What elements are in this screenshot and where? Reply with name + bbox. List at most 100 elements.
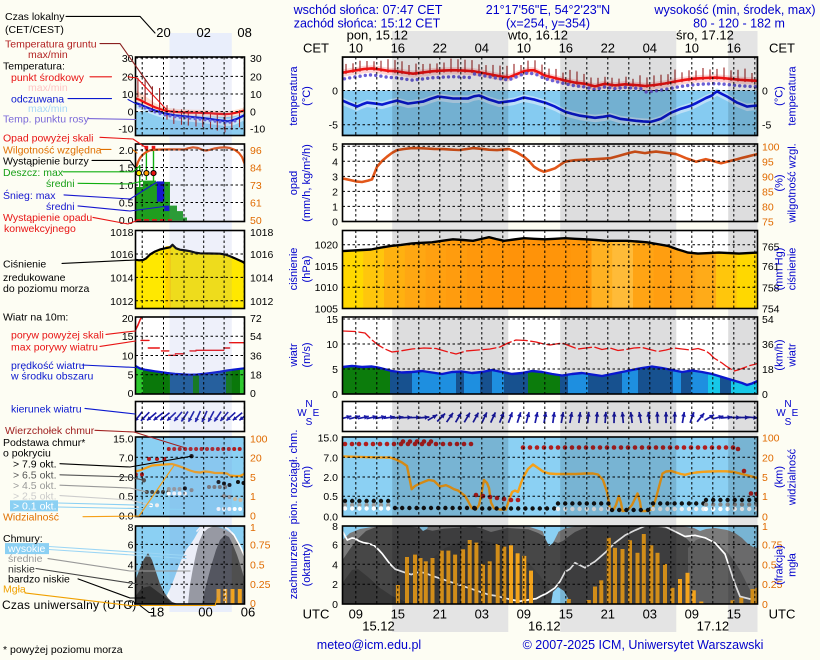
svg-text:0: 0 xyxy=(332,217,338,229)
svg-text:2.0: 2.0 xyxy=(119,472,134,484)
svg-text:wschód słońca: 07:47 CET: wschód słońca: 07:47 CET xyxy=(293,3,443,17)
svg-text:15: 15 xyxy=(122,331,134,343)
svg-text:10: 10 xyxy=(250,89,262,101)
svg-text:(°C): (°C) xyxy=(301,86,313,106)
svg-text:ciśnienie: ciśnienie xyxy=(787,248,799,291)
svg-text:61: 61 xyxy=(250,198,262,210)
svg-text:3: 3 xyxy=(332,171,338,183)
svg-text:73: 73 xyxy=(250,180,262,192)
svg-text:1016: 1016 xyxy=(110,249,134,261)
svg-text:Temperatura gruntu: Temperatura gruntu xyxy=(5,39,97,51)
svg-text:100: 100 xyxy=(762,433,780,445)
svg-text:w środku obszaru: w środku obszaru xyxy=(10,370,93,382)
svg-text:ciśnienie: ciśnienie xyxy=(288,248,300,291)
svg-text:0: 0 xyxy=(250,107,256,119)
svg-text:761: 761 xyxy=(762,261,780,273)
svg-text:meteo@icm.edu.pl: meteo@icm.edu.pl xyxy=(317,638,421,652)
svg-text:niskie: niskie xyxy=(8,563,35,575)
svg-text:0.5: 0.5 xyxy=(323,491,338,503)
svg-text:Widzialność: Widzialność xyxy=(3,512,59,524)
svg-text:8: 8 xyxy=(332,521,338,533)
svg-text:6: 6 xyxy=(332,539,338,551)
svg-text:22: 22 xyxy=(601,41,615,56)
svg-text:0.5: 0.5 xyxy=(250,559,265,571)
svg-text:średni: średni xyxy=(46,201,75,213)
svg-text:max/min: max/min xyxy=(28,49,68,61)
svg-text:1015: 1015 xyxy=(315,261,339,273)
svg-text:100: 100 xyxy=(762,141,780,153)
svg-text:0: 0 xyxy=(762,389,768,401)
svg-text:8: 8 xyxy=(128,522,134,534)
svg-text:754: 754 xyxy=(762,303,780,315)
svg-text:2: 2 xyxy=(332,186,338,198)
svg-text:0: 0 xyxy=(128,598,134,610)
svg-text:(hPa): (hPa) xyxy=(301,256,313,283)
svg-text:1.5: 1.5 xyxy=(119,163,134,175)
svg-text:odczuwana: odczuwana xyxy=(11,94,64,106)
svg-text:75: 75 xyxy=(762,217,774,229)
svg-text:Wiatr na 10m:: Wiatr na 10m: xyxy=(3,311,68,323)
svg-text:1014: 1014 xyxy=(250,272,274,284)
svg-text:10: 10 xyxy=(122,351,134,363)
svg-text:72: 72 xyxy=(250,313,262,325)
svg-text:02: 02 xyxy=(196,25,210,40)
svg-text:5: 5 xyxy=(128,370,134,382)
svg-text:Mgła: Mgła xyxy=(3,584,26,596)
svg-text:0: 0 xyxy=(332,389,338,401)
svg-text:(km): (km) xyxy=(301,466,313,488)
svg-text:Wilgotność względna: Wilgotność względna xyxy=(3,144,102,156)
svg-text:> 0.1 okt.: > 0.1 okt. xyxy=(13,500,57,512)
svg-text:CET: CET xyxy=(769,41,795,56)
svg-text:poryw powyżej skali: poryw powyżej skali xyxy=(11,329,104,341)
svg-text:2.0: 2.0 xyxy=(119,145,134,157)
svg-text:0.0: 0.0 xyxy=(323,511,338,523)
svg-text:mgła: mgła xyxy=(787,552,799,577)
svg-text:średni: średni xyxy=(46,178,75,190)
svg-text:1: 1 xyxy=(762,521,768,533)
svg-text:do poziomu morza: do poziomu morza xyxy=(3,283,90,295)
svg-text:1: 1 xyxy=(762,491,768,503)
svg-text:(oktanty): (oktanty) xyxy=(301,544,313,587)
svg-text:kierunek wiatru: kierunek wiatru xyxy=(11,403,82,415)
svg-text:20: 20 xyxy=(156,25,170,40)
svg-text:(CET/CEST): (CET/CEST) xyxy=(5,24,64,36)
svg-text:max porywy wiatru: max porywy wiatru xyxy=(11,341,98,353)
svg-text:(mm/h, kg/m²/h): (mm/h, kg/m²/h) xyxy=(301,144,313,222)
svg-text:03: 03 xyxy=(643,607,657,622)
svg-text:09: 09 xyxy=(517,607,531,622)
svg-text:0: 0 xyxy=(332,86,338,98)
svg-text:bardzo niskie: bardzo niskie xyxy=(8,574,70,586)
svg-text:0.25: 0.25 xyxy=(762,579,783,591)
svg-text:widzialność: widzialność xyxy=(787,448,799,506)
svg-text:0: 0 xyxy=(250,598,256,610)
svg-text:> 6.5 okt.: > 6.5 okt. xyxy=(13,470,57,482)
svg-text:Ciśnienie: Ciśnienie xyxy=(3,258,46,270)
svg-text:1012: 1012 xyxy=(110,296,134,308)
svg-text:0: 0 xyxy=(128,388,134,400)
svg-text:S: S xyxy=(306,417,313,428)
svg-text:04: 04 xyxy=(643,41,657,56)
svg-text:4: 4 xyxy=(128,559,134,571)
svg-text:0: 0 xyxy=(128,107,134,119)
svg-text:Opad powyżej skali: Opad powyżej skali xyxy=(3,132,93,144)
svg-text:0: 0 xyxy=(332,599,338,611)
svg-text:1: 1 xyxy=(250,491,256,503)
svg-text:85: 85 xyxy=(762,186,774,198)
svg-text:15: 15 xyxy=(326,314,338,326)
svg-text:03: 03 xyxy=(475,607,489,622)
svg-text:10: 10 xyxy=(326,339,338,351)
svg-text:0.0: 0.0 xyxy=(119,215,134,227)
svg-text:95: 95 xyxy=(762,156,774,168)
svg-text:0.75: 0.75 xyxy=(250,539,271,551)
svg-text:17.12: 17.12 xyxy=(697,619,730,634)
svg-text:4: 4 xyxy=(332,559,338,571)
svg-text:zachód słońca: 15:12 CET: zachód słońca: 15:12 CET xyxy=(294,17,441,31)
svg-text:2: 2 xyxy=(332,579,338,591)
svg-text:UTC: UTC xyxy=(303,607,330,622)
svg-text:18: 18 xyxy=(250,370,262,382)
svg-text:10: 10 xyxy=(685,41,699,56)
svg-text:-5: -5 xyxy=(329,120,338,132)
svg-text:0: 0 xyxy=(762,511,768,523)
svg-text:54: 54 xyxy=(762,314,774,326)
svg-text:0: 0 xyxy=(762,599,768,611)
